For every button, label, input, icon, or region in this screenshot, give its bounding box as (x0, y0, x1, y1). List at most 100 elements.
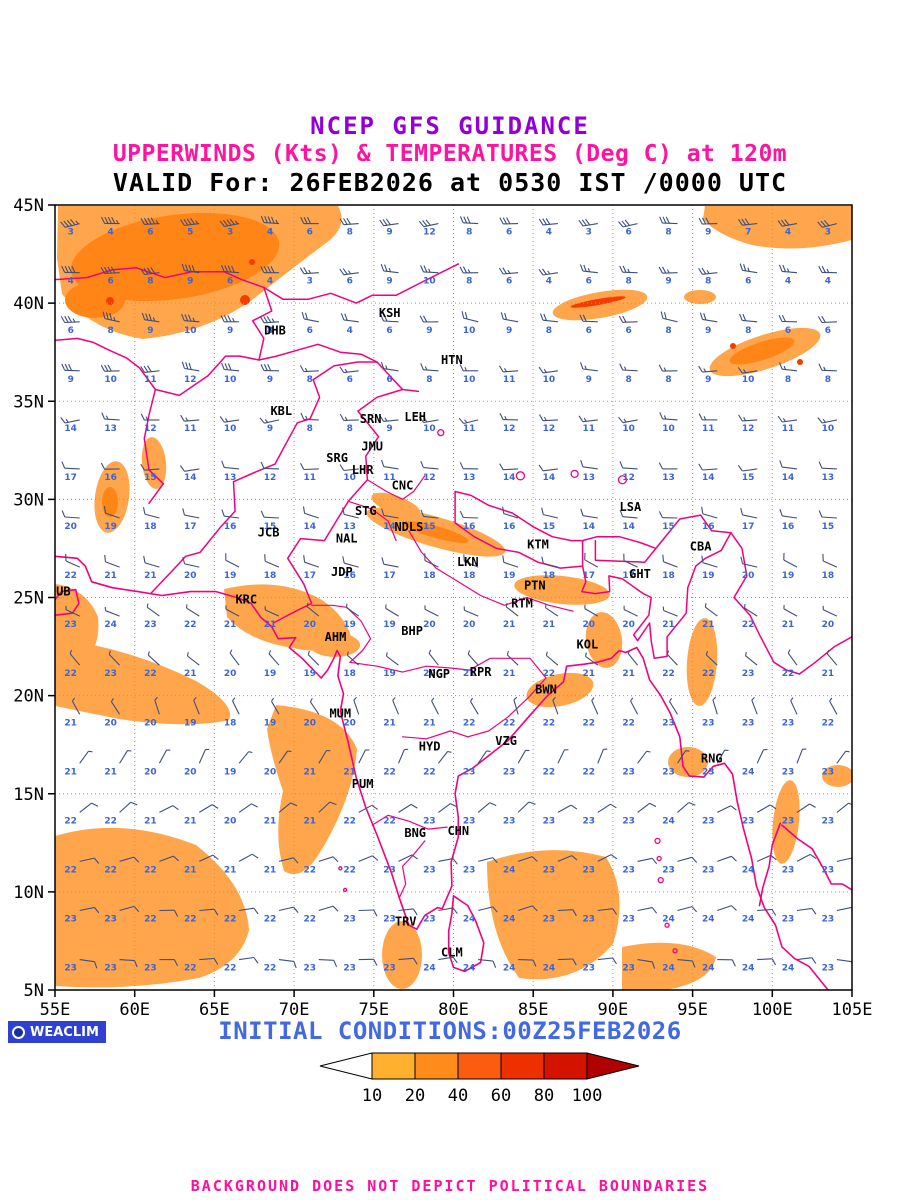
svg-text:23: 23 (782, 865, 795, 875)
svg-text:22: 22 (782, 669, 795, 679)
svg-text:23: 23 (583, 915, 596, 925)
svg-text:3: 3 (825, 228, 831, 238)
lon-axis-label: 105E (832, 1000, 873, 1020)
svg-text:23: 23 (343, 915, 356, 925)
svg-text:10: 10 (104, 375, 117, 385)
svg-text:6: 6 (586, 326, 592, 336)
svg-text:15: 15 (423, 522, 436, 532)
colorbar-label: 60 (491, 1086, 511, 1106)
svg-text:8: 8 (107, 326, 113, 336)
svg-text:15: 15 (144, 473, 157, 483)
station-label-rtm: RTM (511, 596, 533, 610)
svg-text:8: 8 (147, 277, 153, 287)
svg-text:23: 23 (64, 620, 77, 630)
svg-text:8: 8 (625, 277, 631, 287)
svg-text:11: 11 (383, 473, 396, 483)
svg-text:19: 19 (104, 522, 117, 532)
svg-text:9: 9 (267, 424, 273, 434)
svg-text:22: 22 (662, 669, 675, 679)
wind-barbs-layer (60, 215, 852, 969)
svg-text:24: 24 (662, 915, 675, 925)
svg-text:20: 20 (583, 620, 596, 630)
svg-text:21: 21 (264, 816, 277, 826)
svg-text:23: 23 (423, 915, 436, 925)
svg-text:22: 22 (543, 767, 556, 777)
lon-axis-label: 55E (40, 1000, 71, 1020)
svg-text:23: 23 (144, 620, 157, 630)
title-valid-time: VALID For: 26FEB2026 at 0530 IST /0000 U… (112, 168, 788, 197)
svg-text:10: 10 (543, 375, 556, 385)
svg-text:21: 21 (104, 767, 117, 777)
svg-text:8: 8 (665, 228, 671, 238)
svg-text:12: 12 (622, 473, 635, 483)
svg-text:9: 9 (386, 277, 392, 287)
svg-text:24: 24 (463, 915, 476, 925)
svg-text:6: 6 (147, 228, 153, 238)
svg-text:6: 6 (785, 326, 791, 336)
svg-text:16: 16 (224, 522, 237, 532)
svg-text:6: 6 (506, 277, 512, 287)
svg-text:8: 8 (466, 277, 472, 287)
station-label-pum: PUM (352, 777, 374, 791)
svg-text:8: 8 (347, 228, 353, 238)
svg-text:22: 22 (543, 718, 556, 728)
station-label-ahm: AHM (325, 630, 347, 644)
svg-text:10: 10 (343, 473, 356, 483)
svg-text:10: 10 (224, 375, 237, 385)
svg-text:21: 21 (343, 767, 356, 777)
svg-text:20: 20 (264, 767, 277, 777)
svg-text:13: 13 (463, 473, 476, 483)
station-label-ptn: PTN (524, 579, 546, 593)
svg-text:21: 21 (184, 865, 197, 875)
svg-text:19: 19 (782, 571, 795, 581)
svg-text:13: 13 (822, 473, 835, 483)
svg-text:24: 24 (742, 767, 755, 777)
svg-text:20: 20 (64, 522, 77, 532)
lat-axis-label: 30N (13, 490, 44, 510)
svg-text:23: 23 (343, 964, 356, 974)
legend-colorbar: 10 20 40 60 80 100 (319, 1052, 640, 1106)
graticule-grid (55, 205, 852, 990)
svg-text:18: 18 (264, 571, 277, 581)
svg-text:23: 23 (583, 865, 596, 875)
svg-text:24: 24 (503, 915, 516, 925)
svg-text:18: 18 (543, 571, 556, 581)
svg-text:19: 19 (383, 620, 396, 630)
svg-text:6: 6 (227, 277, 233, 287)
svg-text:22: 22 (264, 964, 277, 974)
svg-text:17: 17 (622, 571, 635, 581)
svg-text:19: 19 (383, 669, 396, 679)
svg-text:17: 17 (184, 522, 197, 532)
svg-text:22: 22 (224, 964, 237, 974)
svg-text:4: 4 (546, 277, 552, 287)
lon-axis-label: 90E (598, 1000, 629, 1020)
svg-text:23: 23 (702, 767, 715, 777)
lon-axis-label: 85E (518, 1000, 549, 1020)
svg-text:22: 22 (224, 915, 237, 925)
svg-text:21: 21 (64, 718, 77, 728)
svg-text:23: 23 (822, 767, 835, 777)
svg-text:23: 23 (383, 865, 396, 875)
station-label-bhp: BHP (401, 624, 423, 638)
lon-axis-label: 75E (358, 1000, 389, 1020)
station-label-dhb: DHB (264, 324, 286, 338)
svg-text:22: 22 (702, 669, 715, 679)
svg-text:14: 14 (622, 522, 635, 532)
svg-text:23: 23 (622, 865, 635, 875)
svg-text:6: 6 (825, 326, 831, 336)
svg-text:20: 20 (822, 620, 835, 630)
svg-text:4: 4 (785, 277, 791, 287)
svg-text:9: 9 (705, 326, 711, 336)
svg-text:23: 23 (104, 964, 117, 974)
station-label-trv: TRV (395, 914, 417, 928)
svg-text:21: 21 (543, 620, 556, 630)
lon-axis-label: 95E (677, 1000, 708, 1020)
svg-text:20: 20 (304, 718, 317, 728)
svg-text:14: 14 (503, 473, 516, 483)
svg-text:8: 8 (745, 326, 751, 336)
svg-text:22: 22 (184, 620, 197, 630)
svg-text:22: 22 (104, 816, 117, 826)
lat-axis-label: 15N (13, 785, 44, 805)
svg-text:9: 9 (386, 228, 392, 238)
svg-text:22: 22 (583, 718, 596, 728)
